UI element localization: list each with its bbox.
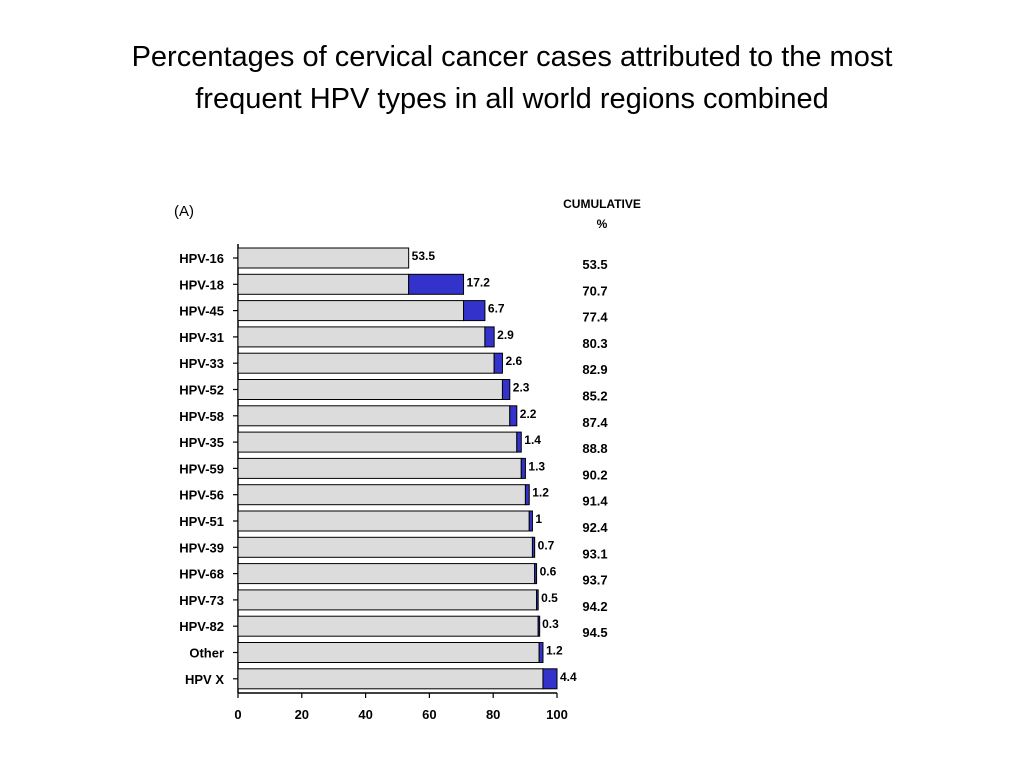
bar-increment-segment (528, 510, 533, 532)
bar-increment-segment (534, 563, 538, 585)
bar-increment-segment (493, 352, 503, 374)
bar-value-label: 4.4 (560, 670, 577, 684)
category-label: HPV-33 (179, 356, 224, 371)
category-label: HPV-68 (179, 567, 224, 582)
bar-increment-segment (516, 431, 522, 453)
x-tick-label: 20 (295, 707, 309, 722)
bar-value-label: 1.4 (524, 433, 541, 447)
cumulative-value: 53.5 (582, 257, 607, 272)
x-tick-label: 80 (486, 707, 500, 722)
bar-increment-segment (520, 457, 526, 479)
category-label: HPV-59 (179, 461, 224, 476)
bar-value-label: 6.7 (488, 302, 505, 316)
bar-base-segment (237, 273, 410, 295)
cumulative-value: 92.4 (582, 520, 608, 535)
bar-base-segment (237, 352, 495, 374)
bar-base-segment (237, 405, 511, 427)
bar-increment-segment (463, 300, 486, 322)
cumulative-value: 93.7 (582, 573, 607, 588)
category-label: Other (189, 646, 224, 661)
category-label: HPV-58 (179, 409, 224, 424)
bar-base-segment (237, 457, 522, 479)
bar-value-label: 2.6 (505, 354, 522, 368)
bar-increment-segment (237, 247, 410, 269)
cumulative-value: 77.4 (582, 310, 608, 325)
cumulative-value: 93.1 (582, 546, 607, 561)
bar-base-segment (237, 510, 530, 532)
bar-base-segment (237, 563, 536, 585)
bar-base-segment (237, 431, 518, 453)
bar-increment-segment (542, 668, 558, 690)
bar-value-label: 1 (535, 512, 542, 526)
cumulative-value: 85.2 (582, 389, 607, 404)
slide-title: Percentages of cervical cancer cases att… (40, 36, 984, 120)
bar-base-segment (237, 668, 544, 690)
cumulative-value: 88.8 (582, 441, 607, 456)
bar-base-segment (237, 589, 538, 611)
bar-value-label: 0.6 (540, 565, 557, 579)
bar-base-segment (237, 536, 533, 558)
bar-increment-segment (408, 273, 465, 295)
bar-base-segment (237, 326, 486, 348)
category-label: HPV-82 (179, 619, 224, 634)
cumulative-header: CUMULATIVE (563, 197, 641, 211)
bar-base-segment (237, 484, 526, 506)
bar-increment-segment (484, 326, 495, 348)
category-label: HPV-18 (179, 277, 224, 292)
title-line-2: frequent HPV types in all world regions … (195, 83, 829, 115)
category-label: HPV-45 (179, 304, 224, 319)
category-label: HPV-31 (179, 330, 224, 345)
x-tick-label: 40 (358, 707, 372, 722)
bar-value-label: 17.2 (467, 275, 491, 289)
bar-base-segment (237, 642, 540, 663)
bar-increment-segment (536, 589, 539, 611)
bar-value-label: 2.9 (497, 328, 514, 342)
x-tick-label: 60 (422, 707, 436, 722)
bar-increment-segment (537, 615, 541, 637)
bar-value-label: 0.7 (538, 538, 555, 552)
bar-base-segment (237, 300, 465, 322)
category-label: HPV-51 (179, 514, 224, 529)
bar-value-label: 2.2 (520, 407, 537, 421)
category-label: HPV X (185, 672, 224, 687)
bar-increment-segment (501, 379, 511, 400)
cumulative-value: 70.7 (582, 283, 607, 298)
cumulative-value: 94.2 (582, 599, 607, 614)
category-label: HPV-39 (179, 540, 224, 555)
bar-value-label: 0.5 (541, 591, 558, 605)
title-line-1: Percentages of cervical cancer cases att… (131, 41, 893, 73)
cumulative-value: 80.3 (582, 336, 607, 351)
bar-base-segment (237, 615, 539, 637)
category-label: HPV-16 (179, 251, 224, 266)
cumulative-value: 82.9 (582, 362, 607, 377)
bar-value-label: 53.5 (412, 249, 436, 263)
cumulative-value: 91.4 (582, 494, 608, 509)
category-label: HPV-73 (179, 593, 224, 608)
bar-base-segment (237, 379, 503, 400)
bar-value-label: 2.3 (513, 381, 530, 395)
panel-label: (A) (174, 203, 194, 220)
category-label: HPV-35 (179, 435, 224, 450)
bar-value-label: 1.3 (528, 459, 545, 473)
bar-value-label: 1.2 (546, 644, 563, 658)
category-label: HPV-56 (179, 488, 224, 503)
cumulative-value: 90.2 (582, 467, 607, 482)
bar-value-label: 1.2 (532, 486, 549, 500)
category-label: HPV-52 (179, 383, 224, 398)
x-tick-label: 0 (234, 707, 241, 722)
bar-increment-segment (538, 642, 544, 663)
cumulative-value: 94.5 (582, 625, 607, 640)
bar-increment-segment (531, 536, 536, 558)
x-tick-label: 100 (546, 707, 568, 722)
bar-value-label: 0.3 (542, 617, 559, 631)
cumulative-header-unit: % (597, 217, 608, 231)
cumulative-value: 87.4 (582, 415, 608, 430)
bar-increment-segment (509, 405, 518, 427)
bar-increment-segment (524, 484, 530, 506)
